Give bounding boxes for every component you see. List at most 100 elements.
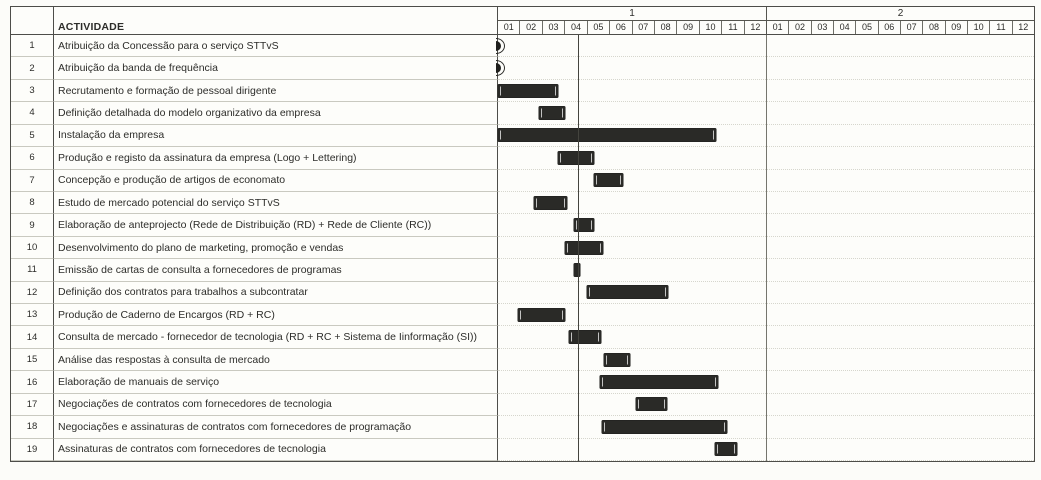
row-number: 14	[11, 326, 54, 349]
table-row: 15 Análise das respostas à consulta de me…	[11, 348, 1034, 372]
table-row: 17 Negociações de contratos com fornecedo…	[11, 393, 1034, 417]
month-cell: 07	[901, 21, 924, 34]
month-cell: 08	[923, 21, 946, 34]
milestone-icon	[496, 60, 508, 77]
row-number: 15	[11, 348, 54, 372]
milestone-icon	[496, 37, 508, 54]
table-row: 11 Emissão de cartas de consulta a fornec…	[11, 259, 1034, 282]
row-number: 6	[11, 147, 54, 170]
table-row: 1 Atribuição da Concessão para o serviço …	[11, 35, 1034, 58]
activity-label: Estudo de mercado potencial do serviço S…	[54, 191, 498, 215]
month-cell: 06	[879, 21, 901, 34]
gantt-bar	[565, 241, 603, 254]
table-row: 19 Assinaturas de contratos com fornecedo…	[11, 438, 1034, 462]
gantt-bar	[636, 397, 667, 411]
gantt-bar	[518, 308, 565, 322]
year-group: 2 01 02 03 04 05 06 07 08 09 10 11 12	[766, 7, 1034, 34]
activity-label: Análise das respostas à consulta de merc…	[54, 348, 498, 372]
table-row: 10 Desenvolvimento do plano de marketing,…	[11, 236, 1034, 260]
row-number: 12	[11, 281, 54, 305]
table-row: 18 Negociações e assinaturas de contratos…	[11, 416, 1034, 439]
month-row: 01 02 03 04 05 06 07 08 09 10 11 12	[767, 20, 1034, 34]
gantt-body: 1 Atribuição da Concessão para o serviço …	[11, 35, 1034, 462]
milestone-blob	[496, 40, 501, 51]
activity-label: Recrutamento e formação de pessoal dirig…	[54, 79, 498, 103]
activity-label: Definição dos contratos para trabalhos a…	[54, 281, 498, 305]
gantt-bar	[601, 420, 727, 434]
month-cell: 12	[1018, 22, 1029, 32]
row-number: 3	[11, 79, 54, 103]
milestone-blob	[496, 63, 501, 74]
row-number: 2	[11, 57, 54, 80]
row-number: 8	[11, 191, 54, 215]
activity-label: Produção de Caderno de Encargos (RD + RC…	[54, 304, 498, 327]
table-row: 14 Consulta de mercado - fornecedor de te…	[11, 326, 1034, 349]
activity-label: Assinaturas de contratos com fornecedore…	[54, 438, 498, 462]
month-cell: 11	[722, 21, 745, 34]
month-cell: 04	[834, 21, 857, 34]
table-row: 3 Recrutamento e formação de pessoal diri…	[11, 79, 1034, 103]
gantt-bar	[533, 196, 568, 210]
month-cell: 03	[812, 21, 834, 34]
month-cell: 10	[700, 21, 723, 34]
gantt-bar	[498, 128, 716, 142]
activity-label: Instalação da empresa	[54, 124, 498, 148]
activity-label: Concepção e produção de artigos de econo…	[54, 169, 498, 192]
month-cell: 08	[655, 21, 678, 34]
activity-label: Definição detalhada do modelo organizati…	[54, 102, 498, 125]
year-label: 2	[897, 8, 904, 19]
row-number: 5	[11, 124, 54, 148]
month-cell: 01	[767, 21, 790, 34]
gantt-table: ACTIVIDADE 1 01 02 03 04 05 06 07 08 09 10 11 12 2 01 0…	[10, 6, 1035, 462]
table-row: 2 Atribuição da banda de frequência	[11, 57, 1034, 80]
month-cell: 06	[610, 21, 633, 34]
table-row: 13 Produção de Caderno de Encargos (RD + …	[11, 304, 1034, 327]
activity-label: Atribuição da Concessão para o serviço S…	[54, 35, 498, 58]
row-number: 10	[11, 236, 54, 260]
gantt-bar	[594, 173, 624, 187]
activity-label: Desenvolvimento do plano de marketing, p…	[54, 236, 498, 260]
gantt-bar	[558, 151, 595, 165]
gantt-bar	[539, 106, 565, 120]
activity-label: Produção e registo da assinatura da empr…	[54, 147, 498, 170]
row-number: 1	[11, 35, 54, 58]
month-cell: 05	[588, 21, 611, 34]
row-number: 19	[11, 438, 54, 462]
month-cell: 04	[565, 21, 588, 34]
month-cell: 12	[750, 22, 761, 32]
row-number: 16	[11, 371, 54, 394]
row-number: 17	[11, 393, 54, 417]
year-separator-line	[766, 35, 767, 461]
timeline-header: 1 01 02 03 04 05 06 07 08 09 10 11 12 2 01 02 03 04 05 06 07…	[498, 7, 1034, 34]
table-row: 8 Estudo de mercado potencial do serviço …	[11, 191, 1034, 215]
row-number: 18	[11, 416, 54, 439]
table-row: 7 Concepção e produção de artigos de econ…	[11, 169, 1034, 192]
row-number: 9	[11, 214, 54, 237]
activity-label: Elaboração de anteprojecto (Rede de Dist…	[54, 214, 498, 237]
gantt-bar	[569, 330, 601, 344]
current-date-line	[578, 35, 580, 461]
row-number: 4	[11, 102, 54, 125]
table-row: 16 Elaboração de manuais de serviço	[11, 371, 1034, 394]
gantt-bar	[498, 84, 559, 98]
gantt-bar	[587, 285, 668, 299]
month-cell: 09	[946, 21, 968, 34]
row-number: 13	[11, 304, 54, 327]
month-cell: 01	[498, 21, 521, 34]
row-number: 11	[11, 259, 54, 282]
row-number: 7	[11, 169, 54, 192]
month-cell: 07	[633, 21, 655, 34]
month-cell: 11	[990, 21, 1013, 34]
month-cell: 02	[520, 21, 543, 34]
month-cell: 10	[968, 21, 991, 34]
year-group: 1 01 02 03 04 05 06 07 08 09 10 11 12	[498, 7, 766, 34]
table-row: 9 Elaboração de anteprojecto (Rede de Dis…	[11, 214, 1034, 237]
row-number-column-header	[11, 7, 54, 34]
activity-label: Emissão de cartas de consulta a forneced…	[54, 259, 498, 282]
table-row: 6 Produção e registo da assinatura da emp…	[11, 147, 1034, 170]
activity-label: Elaboração de manuais de serviço	[54, 371, 498, 394]
year-label: 1	[629, 8, 635, 19]
month-cell: 05	[856, 21, 879, 34]
gantt-bar	[599, 375, 718, 389]
